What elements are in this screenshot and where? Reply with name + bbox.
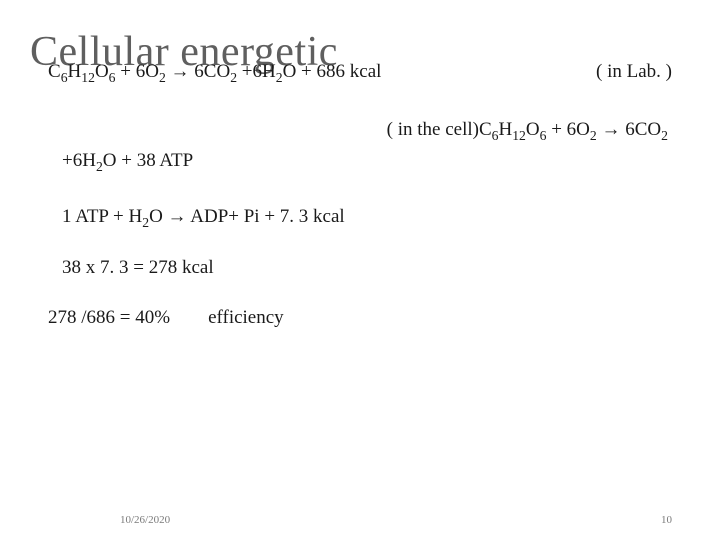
lab-note: ( in Lab. )	[596, 61, 672, 83]
eq-sub: 2	[661, 128, 668, 143]
equation-cell-line2: +6H2O + 38 ATP	[48, 147, 672, 176]
eq-text: O → ADP+ Pi + 7. 3 kcal	[149, 206, 345, 227]
footer-page: 10	[661, 514, 672, 526]
eq-sub: 2	[159, 70, 166, 85]
eq-text: H	[498, 119, 512, 140]
eq-text: O + 38 ATP	[103, 150, 193, 171]
eq-sub: 2	[590, 128, 597, 143]
equation-atp: 1 ATP + H2O → ADP+ Pi + 7. 3 kcal	[48, 203, 672, 232]
eq-text: + 6O	[116, 61, 159, 82]
eq-text: O	[526, 119, 540, 140]
content-block: ( in the cell)C6H12O6 + 6O2 → 6CO2 +6H2O…	[48, 116, 672, 333]
footer-date: 10/26/2020	[120, 514, 170, 526]
eq-text: 1 ATP + H	[62, 206, 142, 227]
eq-sub: 2	[276, 70, 283, 85]
eq-text: → 6CO	[166, 61, 230, 82]
slide-container: Cellular energetic C6H12O6 + 6O2 → 6CO2 …	[0, 0, 720, 540]
eq-text: + 6O	[546, 119, 589, 140]
slide-footer: 10/26/2020 10	[0, 514, 720, 526]
eq-sub: 6	[61, 70, 68, 85]
eq-sub: 6	[109, 70, 116, 85]
eq-text: O	[95, 61, 109, 82]
eq-text: +6H	[237, 61, 276, 82]
eq-text: O + 686 kcal	[283, 61, 382, 82]
calc-line-2: 278 /686 = 40% efficiency	[48, 304, 672, 333]
eq-sub: 12	[512, 128, 526, 143]
calc-line-1: 38 x 7. 3 = 278 kcal	[48, 254, 672, 283]
equation-cell-line1: ( in the cell)C6H12O6 + 6O2 → 6CO2	[48, 116, 672, 145]
eq-sub: 12	[81, 70, 95, 85]
eq-text: → 6CO	[597, 119, 661, 140]
eq-text: ( in the cell)C	[387, 119, 492, 140]
eq-sub: 2	[96, 158, 103, 173]
eq-text: C	[48, 61, 61, 82]
eq-text: +6H	[62, 150, 96, 171]
equation-lab: C6H12O6 + 6O2 → 6CO2 +6H2O + 686 kcal ( …	[48, 61, 672, 83]
title-row: Cellular energetic C6H12O6 + 6O2 → 6CO2 …	[48, 36, 672, 84]
eq-text: H	[68, 61, 82, 82]
